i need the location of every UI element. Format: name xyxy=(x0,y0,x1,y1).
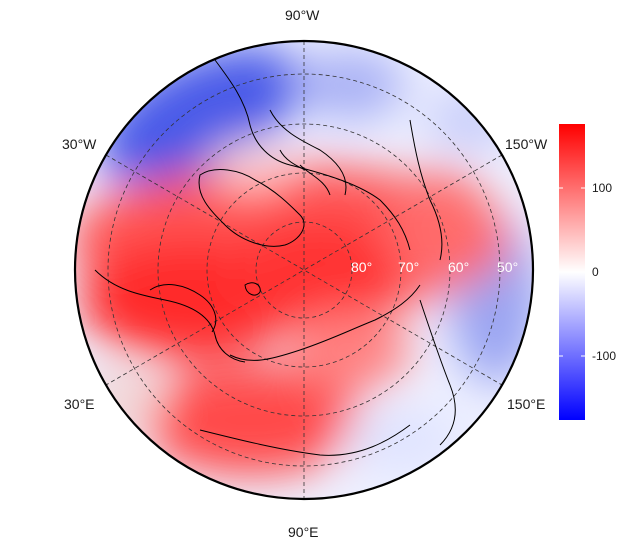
lat-label-70: 70° xyxy=(398,259,420,275)
meridian-150w-30e xyxy=(105,154,503,386)
latitude-circle-70 xyxy=(206,172,402,368)
east-asia-coast xyxy=(419,299,456,446)
lat-label-60: 60° xyxy=(448,259,470,275)
lon-label-150w: 150°W xyxy=(505,136,548,152)
lat-label-50: 50° xyxy=(497,259,519,275)
lon-label-30w: 30°W xyxy=(62,136,97,152)
europe-coast xyxy=(94,269,246,363)
scandinavia-coast xyxy=(149,284,217,333)
colorbar-label-100: 100 xyxy=(592,181,613,195)
latitude-circle-60 xyxy=(157,123,451,417)
lat-label-80: 80° xyxy=(351,259,373,275)
lon-label-90e: 90°E xyxy=(288,524,319,540)
alaska-coast xyxy=(409,119,443,261)
south-asia-border xyxy=(199,424,411,456)
lon-label-150e: 150°E xyxy=(507,396,546,412)
siberia-coast xyxy=(229,284,421,361)
anomaly-field xyxy=(75,41,533,499)
greenland-coast xyxy=(198,169,305,247)
colorbar-label-neg100: -100 xyxy=(592,349,617,363)
lon-label-30e: 30°E xyxy=(64,396,95,412)
coastlines xyxy=(94,59,456,456)
north-america-coast xyxy=(214,59,411,251)
map-frame xyxy=(73,39,535,501)
colorbar xyxy=(559,124,585,420)
latitude-circle-50 xyxy=(107,73,501,467)
svalbard xyxy=(244,282,261,296)
colorbar-gradient xyxy=(559,124,585,420)
lon-label-90w: 90°W xyxy=(285,7,320,23)
colorbar-label-0: 0 xyxy=(592,265,599,279)
